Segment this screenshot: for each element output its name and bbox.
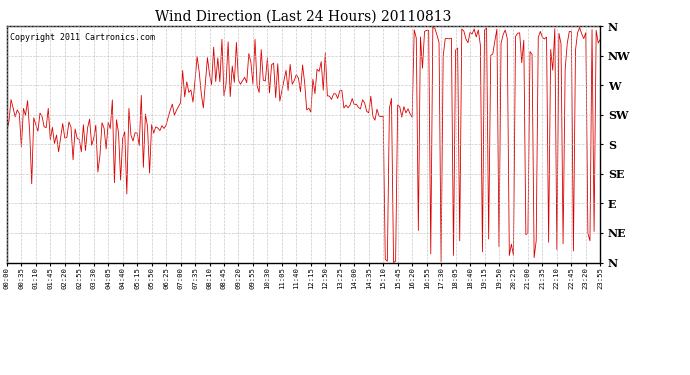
- Text: Copyright 2011 Cartronics.com: Copyright 2011 Cartronics.com: [10, 33, 155, 42]
- Title: Wind Direction (Last 24 Hours) 20110813: Wind Direction (Last 24 Hours) 20110813: [155, 10, 452, 24]
